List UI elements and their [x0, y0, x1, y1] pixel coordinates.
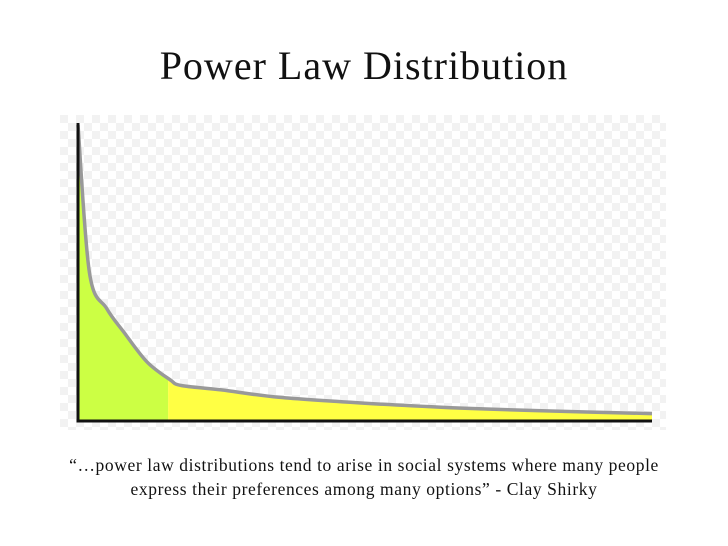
chart-svg — [60, 115, 666, 430]
quote: “…power law distributions tend to arise … — [20, 453, 708, 501]
quote-line-2: express their preferences among many opt… — [130, 479, 598, 499]
slide-title: Power Law Distribution — [159, 43, 569, 88]
power-law-curve — [76, 124, 653, 416]
quote-line-1: “…power law distributions tend to arise … — [69, 455, 659, 475]
tail-area — [168, 378, 652, 421]
power-law-chart — [60, 115, 666, 430]
head-area — [78, 125, 169, 421]
